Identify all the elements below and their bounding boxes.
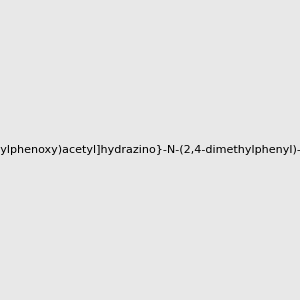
Text: 4-{2-[(3,5-dimethylphenoxy)acetyl]hydrazino}-N-(2,4-dimethylphenyl)-4-oxobutanam: 4-{2-[(3,5-dimethylphenoxy)acetyl]hydraz… xyxy=(0,145,300,155)
